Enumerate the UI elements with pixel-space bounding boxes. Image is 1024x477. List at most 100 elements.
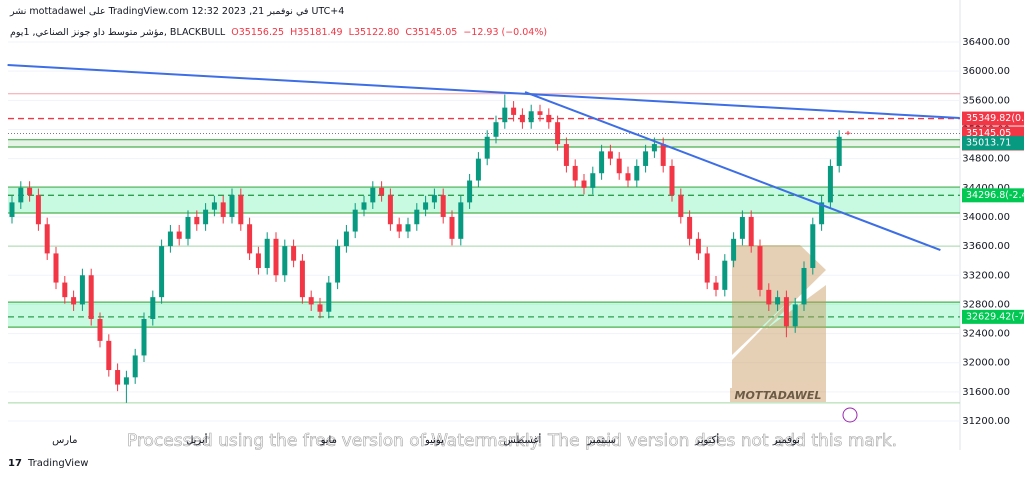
zone <box>8 187 960 214</box>
candle-body <box>264 238 270 268</box>
candle-body <box>379 187 385 196</box>
candle-body <box>27 187 33 196</box>
change: −12.93 (−0.04%) <box>463 27 548 38</box>
candle-body <box>449 216 455 239</box>
candle-body <box>739 216 745 239</box>
zone <box>8 139 960 147</box>
candle-body <box>731 238 737 261</box>
candle-body <box>431 195 437 203</box>
candle-body <box>396 224 402 232</box>
candle-body <box>282 246 288 276</box>
candle-body <box>97 319 103 341</box>
candle-body <box>590 173 596 188</box>
candle-body <box>660 144 666 166</box>
event-icon[interactable] <box>842 407 858 423</box>
candle-body <box>423 202 429 210</box>
candle-body <box>247 224 253 254</box>
candle-body <box>792 304 798 327</box>
y-tick-label: 32800.00 <box>962 299 1010 310</box>
candle-body <box>704 253 710 283</box>
candle-body <box>845 132 851 134</box>
candle-body <box>643 151 649 166</box>
candle-body <box>211 202 217 210</box>
candle-body <box>634 165 640 181</box>
candle-body <box>722 260 728 290</box>
zone <box>8 302 960 328</box>
x-tick-label: أغسطس <box>503 433 541 446</box>
candle-body <box>414 209 420 225</box>
candle-body <box>185 216 191 239</box>
candle-body <box>79 275 85 305</box>
candle-body <box>123 377 129 385</box>
candle-body <box>343 231 349 247</box>
footer-brand: TradingView <box>27 458 88 469</box>
symbol: مؤشر متوسط داو جونز الصناعي, 1يوم, BLACK… <box>10 27 226 38</box>
footer-logo: 17 <box>8 458 22 469</box>
candle-body <box>651 144 657 152</box>
candle-body <box>467 180 473 203</box>
y-tick-label: 33200.00 <box>962 270 1010 281</box>
x-tick-label: أبريل <box>186 433 208 446</box>
candle-body <box>669 165 675 196</box>
y-tick-label: 36400.00 <box>962 37 1010 48</box>
candle-body <box>159 246 165 298</box>
candle-body <box>572 165 578 181</box>
candle-body <box>361 202 367 210</box>
candle-body <box>519 114 525 123</box>
candle-body <box>53 253 59 283</box>
logo-bar <box>730 388 826 402</box>
price-label: 32629.42(-7.16%) <box>966 311 1024 322</box>
candle-body <box>484 136 490 159</box>
trend-line <box>524 91 941 251</box>
candle-body <box>546 114 552 123</box>
candle-body <box>458 202 464 239</box>
candle-body <box>625 173 631 181</box>
x-tick-label: أكتوبر <box>694 433 719 446</box>
close: C35145.05 <box>405 27 458 38</box>
published: نشر mottadawel على TradingView.com في نو… <box>10 6 345 17</box>
price-label: 35349.82(0.58%) <box>966 113 1024 124</box>
candle-body <box>475 158 481 181</box>
price-label-box <box>962 111 1024 126</box>
candle-body <box>775 297 781 305</box>
candle-body <box>9 202 15 217</box>
candle-body <box>757 246 763 290</box>
high: H35181.49 <box>290 27 343 38</box>
candle-body <box>511 107 517 115</box>
y-tick-label: 33600.00 <box>962 241 1010 252</box>
y-tick-label: 36000.00 <box>962 66 1010 77</box>
y-tick-label: 34800.00 <box>962 154 1010 165</box>
y-tick-label: 34400.00 <box>962 183 1010 194</box>
candle-body <box>326 282 332 312</box>
candle-body <box>387 195 393 225</box>
candle-body <box>801 267 807 305</box>
y-tick-label: 34000.00 <box>962 212 1010 223</box>
candle-body <box>555 122 561 145</box>
price-label-box <box>962 136 1024 151</box>
candle-body <box>678 195 684 217</box>
y-tick-label: 32000.00 <box>962 358 1010 369</box>
candle-body <box>291 246 297 261</box>
candle-body <box>229 195 235 217</box>
candle-body <box>783 297 789 327</box>
candle-body <box>18 187 24 203</box>
candle-body <box>176 231 182 239</box>
candle-body <box>273 238 279 276</box>
candle-body <box>405 224 411 232</box>
candle-body <box>44 224 50 254</box>
candle-body <box>819 202 825 225</box>
candle-body <box>836 136 842 166</box>
candle-body <box>106 340 112 371</box>
open: O35156.25 <box>231 27 285 38</box>
candle-body <box>299 260 305 298</box>
candle-body <box>88 275 94 320</box>
candle-body <box>502 107 508 123</box>
logo-text: MOTTADAWEL <box>735 389 822 402</box>
candle-body <box>115 370 121 385</box>
price-label-box <box>962 309 1024 324</box>
candle-body <box>35 195 41 225</box>
candle-body <box>71 297 77 305</box>
price-label: 34296.8(-2.41%) <box>966 190 1024 201</box>
candle-body <box>748 216 754 247</box>
